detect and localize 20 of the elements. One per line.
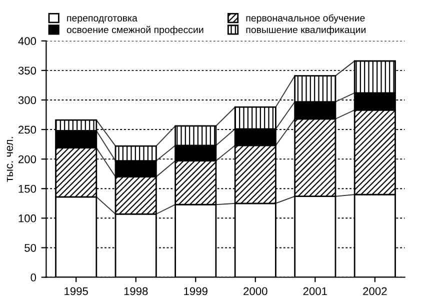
- y-tick-label: 100: [18, 214, 36, 222]
- y-tick-label: 400: [18, 37, 36, 46]
- x-tick-label: 2002: [363, 287, 387, 296]
- y-tick-label: 50: [24, 244, 36, 252]
- legend-label: освоение смежной профессии: [66, 26, 204, 36]
- y-tick-label: 200: [18, 155, 36, 164]
- y-tick-label: 300: [18, 96, 36, 104]
- x-tick-label: 1998: [124, 287, 148, 296]
- x-tick-label: 2001: [303, 287, 327, 296]
- y-tick-label: 0: [30, 274, 36, 282]
- y-tick-label: 150: [18, 184, 36, 193]
- y-axis-title: тыс. чел.: [6, 137, 13, 182]
- y-tick-label: 350: [18, 66, 36, 75]
- legend-label: первоначальное обучение: [246, 14, 365, 24]
- y-tick-label: 250: [18, 126, 36, 134]
- legend-label: повышение квалификации: [246, 26, 366, 36]
- legend-label: переподготовка: [67, 16, 138, 24]
- x-tick-label: 2000: [244, 287, 268, 296]
- x-tick-label: 1999: [184, 287, 208, 296]
- x-tick-label: 1995: [64, 287, 88, 296]
